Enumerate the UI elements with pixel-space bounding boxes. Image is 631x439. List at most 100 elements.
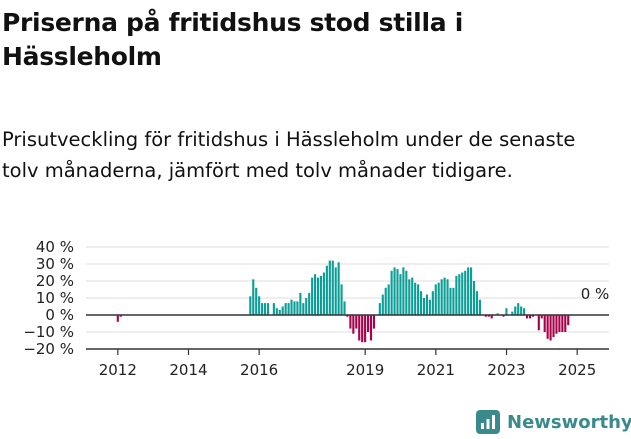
gridlines — [86, 246, 609, 350]
bar — [549, 315, 552, 341]
bar — [278, 309, 281, 315]
bar — [552, 315, 555, 338]
bar — [517, 303, 520, 315]
bar — [446, 279, 449, 315]
bar — [490, 315, 493, 319]
bar — [567, 315, 570, 326]
bar — [325, 265, 328, 315]
bar — [299, 292, 302, 315]
bar — [384, 287, 387, 315]
bar — [525, 315, 529, 319]
bar — [496, 313, 499, 315]
bar — [540, 315, 543, 319]
bar — [523, 308, 526, 315]
bars — [116, 260, 570, 343]
bar — [393, 267, 396, 315]
chart-title: Priserna på fritidshus stod stilla i Häs… — [2, 8, 463, 71]
bar — [364, 315, 367, 343]
bar — [340, 284, 343, 315]
y-tick-label: 20 % — [36, 272, 74, 290]
bar — [322, 272, 325, 315]
bar — [305, 298, 308, 315]
bar — [378, 303, 381, 315]
bar — [422, 298, 426, 315]
bar — [258, 296, 261, 315]
bar — [390, 270, 393, 315]
bar — [461, 272, 464, 315]
bar — [287, 303, 290, 315]
bar — [328, 260, 331, 315]
bar — [440, 279, 443, 315]
bar — [531, 315, 534, 317]
bar — [414, 282, 417, 315]
bar — [458, 274, 461, 315]
bar — [346, 315, 349, 317]
y-tick-label: 10 % — [36, 289, 74, 307]
bar — [484, 315, 487, 317]
bar — [452, 287, 455, 315]
bar — [334, 267, 337, 315]
bar — [437, 282, 440, 315]
last-value-label: 0 % — [581, 285, 610, 303]
bar — [275, 308, 278, 315]
bar — [361, 315, 364, 343]
x-tick-label: 2016 — [240, 361, 278, 379]
bar — [470, 267, 473, 315]
bar — [431, 291, 434, 315]
bar — [528, 315, 532, 319]
bar — [281, 306, 284, 315]
bar — [261, 303, 264, 315]
bar — [555, 315, 558, 334]
bar — [263, 303, 267, 315]
bar — [355, 315, 358, 329]
bar — [467, 267, 470, 315]
bar — [514, 306, 517, 315]
bar — [408, 279, 411, 315]
bar — [349, 315, 352, 329]
bar — [116, 315, 119, 322]
x-tick-label: 2021 — [417, 361, 455, 379]
bar — [381, 294, 384, 315]
bar — [543, 315, 546, 332]
bar — [537, 315, 540, 331]
bar — [331, 260, 334, 315]
bar — [302, 303, 305, 315]
bar — [255, 287, 258, 315]
bar — [311, 277, 314, 315]
bar — [511, 311, 514, 315]
brand-logo: Newsworthy — [476, 406, 631, 438]
bar — [546, 315, 549, 339]
bar — [434, 284, 437, 315]
bar — [455, 275, 458, 315]
bar — [561, 315, 564, 332]
bar — [358, 315, 361, 341]
bar — [319, 275, 323, 315]
bar — [478, 299, 481, 315]
bar — [387, 284, 390, 315]
y-tick-label: −10 % — [23, 323, 74, 341]
bar — [520, 306, 523, 315]
tick-labels: 40 %30 %20 %10 %0 %−10 %−20 %2012 2014 201… — [23, 238, 609, 379]
bar — [343, 301, 346, 315]
bar — [449, 287, 452, 315]
bar — [419, 291, 423, 315]
bar — [487, 315, 490, 317]
bar — [475, 291, 479, 315]
bar — [564, 315, 567, 332]
bar — [399, 274, 402, 315]
bar — [425, 294, 428, 315]
bar — [558, 315, 561, 332]
bar — [411, 277, 414, 315]
bar — [249, 296, 252, 315]
bar — [402, 267, 405, 315]
bar — [428, 299, 431, 315]
bar — [443, 277, 446, 315]
bar — [472, 281, 476, 315]
bar — [308, 292, 311, 315]
bar — [352, 315, 355, 334]
x-tick-label: 2025 — [558, 361, 596, 379]
bar — [369, 315, 373, 341]
bar — [314, 274, 317, 315]
y-tick-label: 40 % — [36, 238, 74, 256]
bar — [284, 303, 287, 315]
